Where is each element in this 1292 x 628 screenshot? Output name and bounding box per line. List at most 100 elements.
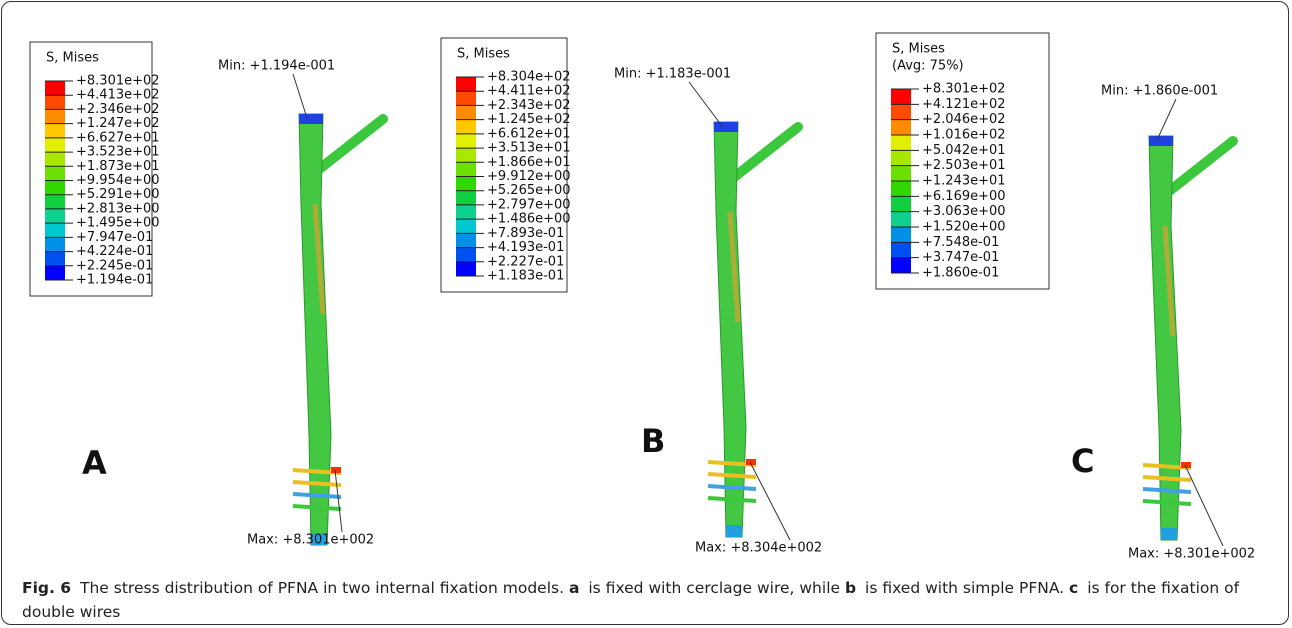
legend-value: +8.304e+02 — [487, 70, 571, 85]
legend-swatch — [891, 119, 911, 135]
implant-tip — [726, 525, 742, 537]
caption-text: is fixed with simple PFNA. — [865, 579, 1065, 597]
legend-value: +5.042e+01 — [922, 143, 1006, 158]
implant-branch — [308, 114, 388, 179]
legend-swatch — [456, 77, 476, 92]
legend-value: +1.243e+01 — [922, 174, 1006, 189]
legend-value: +1.245e+02 — [487, 112, 571, 127]
implant-branch — [723, 122, 803, 187]
screw — [707, 496, 757, 503]
implant-rod — [298, 113, 332, 546]
panel-letter: B — [641, 422, 665, 460]
legend-swatch — [456, 219, 476, 234]
legend-value: +1.520e+00 — [922, 220, 1006, 235]
caption: Fig. 6 The stress distribution of PFNA i… — [22, 576, 1272, 624]
legend-swatch — [891, 227, 911, 243]
legend-swatch — [45, 223, 65, 238]
caption-text: is fixed with cerclage wire, while — [588, 579, 841, 597]
legend-swatch — [45, 123, 65, 138]
legend-swatch — [45, 194, 65, 209]
panel-letter: C — [1071, 442, 1094, 480]
legend-swatch — [891, 89, 911, 105]
legend-value: +1.016e+02 — [922, 128, 1006, 143]
legend-value: +7.947e-01 — [76, 230, 153, 245]
min-label: Min: +1.860e-001 — [1101, 84, 1218, 99]
implant-top — [714, 122, 738, 132]
screw — [292, 492, 342, 499]
min-leader — [1156, 98, 1177, 141]
legend-value: +1.247e+02 — [76, 116, 160, 131]
figure: S, Mises+8.301e+02+4.413e+02+2.346e+02+1… — [29, 32, 1255, 562]
legend-swatch — [456, 176, 476, 191]
max-leader — [1184, 464, 1224, 547]
legend-value: +2.503e+01 — [922, 158, 1006, 173]
min-label: Min: +1.183e-001 — [614, 67, 731, 82]
min-leader — [292, 73, 308, 119]
legend-swatch — [456, 233, 476, 248]
legend-swatch — [45, 81, 65, 96]
legend-swatch — [456, 190, 476, 205]
legend-value: +8.301e+02 — [76, 74, 160, 89]
legend-swatch — [45, 180, 65, 195]
legend-value: +2.343e+02 — [487, 98, 571, 113]
legend-swatch — [45, 166, 65, 181]
legend-swatch — [891, 181, 911, 197]
legend-swatch — [456, 105, 476, 120]
max-spot — [331, 467, 341, 473]
legend-value: +1.183e-01 — [487, 269, 564, 284]
implant-branch — [1158, 136, 1238, 201]
legend-swatch — [891, 135, 911, 151]
legend-value: +1.860e-01 — [922, 266, 999, 281]
legend-title: S, Mises — [46, 51, 99, 66]
legend-value: +4.224e-01 — [76, 244, 153, 259]
panel-letter: A — [82, 444, 107, 482]
legend-value: +2.813e+00 — [76, 201, 160, 216]
caption-letter: b — [844, 579, 857, 597]
min-label: Min: +1.194e-001 — [218, 59, 335, 74]
screw — [707, 484, 757, 491]
legend-value: +4.121e+02 — [922, 97, 1006, 112]
legend-value: +7.893e-01 — [487, 226, 564, 241]
implant-tip — [1161, 528, 1177, 540]
legend-swatch — [45, 251, 65, 266]
legend-value: +5.265e+00 — [487, 183, 571, 198]
legend-swatch — [45, 237, 65, 252]
legend-value: +2.245e-01 — [76, 258, 153, 273]
legend-swatch — [456, 261, 476, 276]
legend-value: +1.873e+01 — [76, 159, 160, 174]
legend-value: +6.627e+01 — [76, 130, 160, 145]
screw — [1142, 475, 1192, 482]
legend-swatch — [456, 204, 476, 220]
figure-number: Fig. 6 — [22, 579, 72, 597]
max-label: Max: +8.304e+002 — [695, 541, 822, 556]
caption-letter: a — [568, 579, 580, 597]
legend-value: +1.486e+00 — [487, 212, 571, 227]
implant-tip — [311, 533, 327, 545]
legend-swatch — [891, 242, 911, 258]
legend-value: +5.291e+00 — [76, 187, 160, 202]
legend-swatch — [891, 165, 911, 181]
legend-swatch — [45, 109, 65, 124]
legend-swatch — [456, 133, 476, 149]
legend-title: (Avg: 75%) — [892, 59, 964, 74]
legend-value: +2.227e-01 — [487, 254, 564, 269]
legend-value: +1.495e+00 — [76, 216, 160, 231]
legend-value: +3.513e+01 — [487, 141, 571, 156]
screw — [707, 472, 757, 479]
screw — [1142, 499, 1192, 506]
legend-value: +8.301e+02 — [922, 82, 1006, 97]
legend-value: +1.194e-01 — [76, 273, 153, 288]
max-spot — [1181, 462, 1191, 468]
legend-value: +2.046e+02 — [922, 112, 1006, 127]
legend-swatch — [891, 196, 911, 212]
implant-top — [299, 114, 323, 124]
legend-swatch — [45, 265, 65, 280]
caption-text: The stress distribution of PFNA in two i… — [80, 579, 565, 597]
legend-swatch — [456, 91, 476, 106]
legend-value: +4.413e+02 — [76, 88, 160, 103]
legend-value: +3.747e-01 — [922, 250, 999, 265]
legend-swatch — [45, 137, 65, 153]
legend-value: +3.063e+00 — [922, 204, 1006, 219]
legend-swatch — [891, 104, 911, 120]
